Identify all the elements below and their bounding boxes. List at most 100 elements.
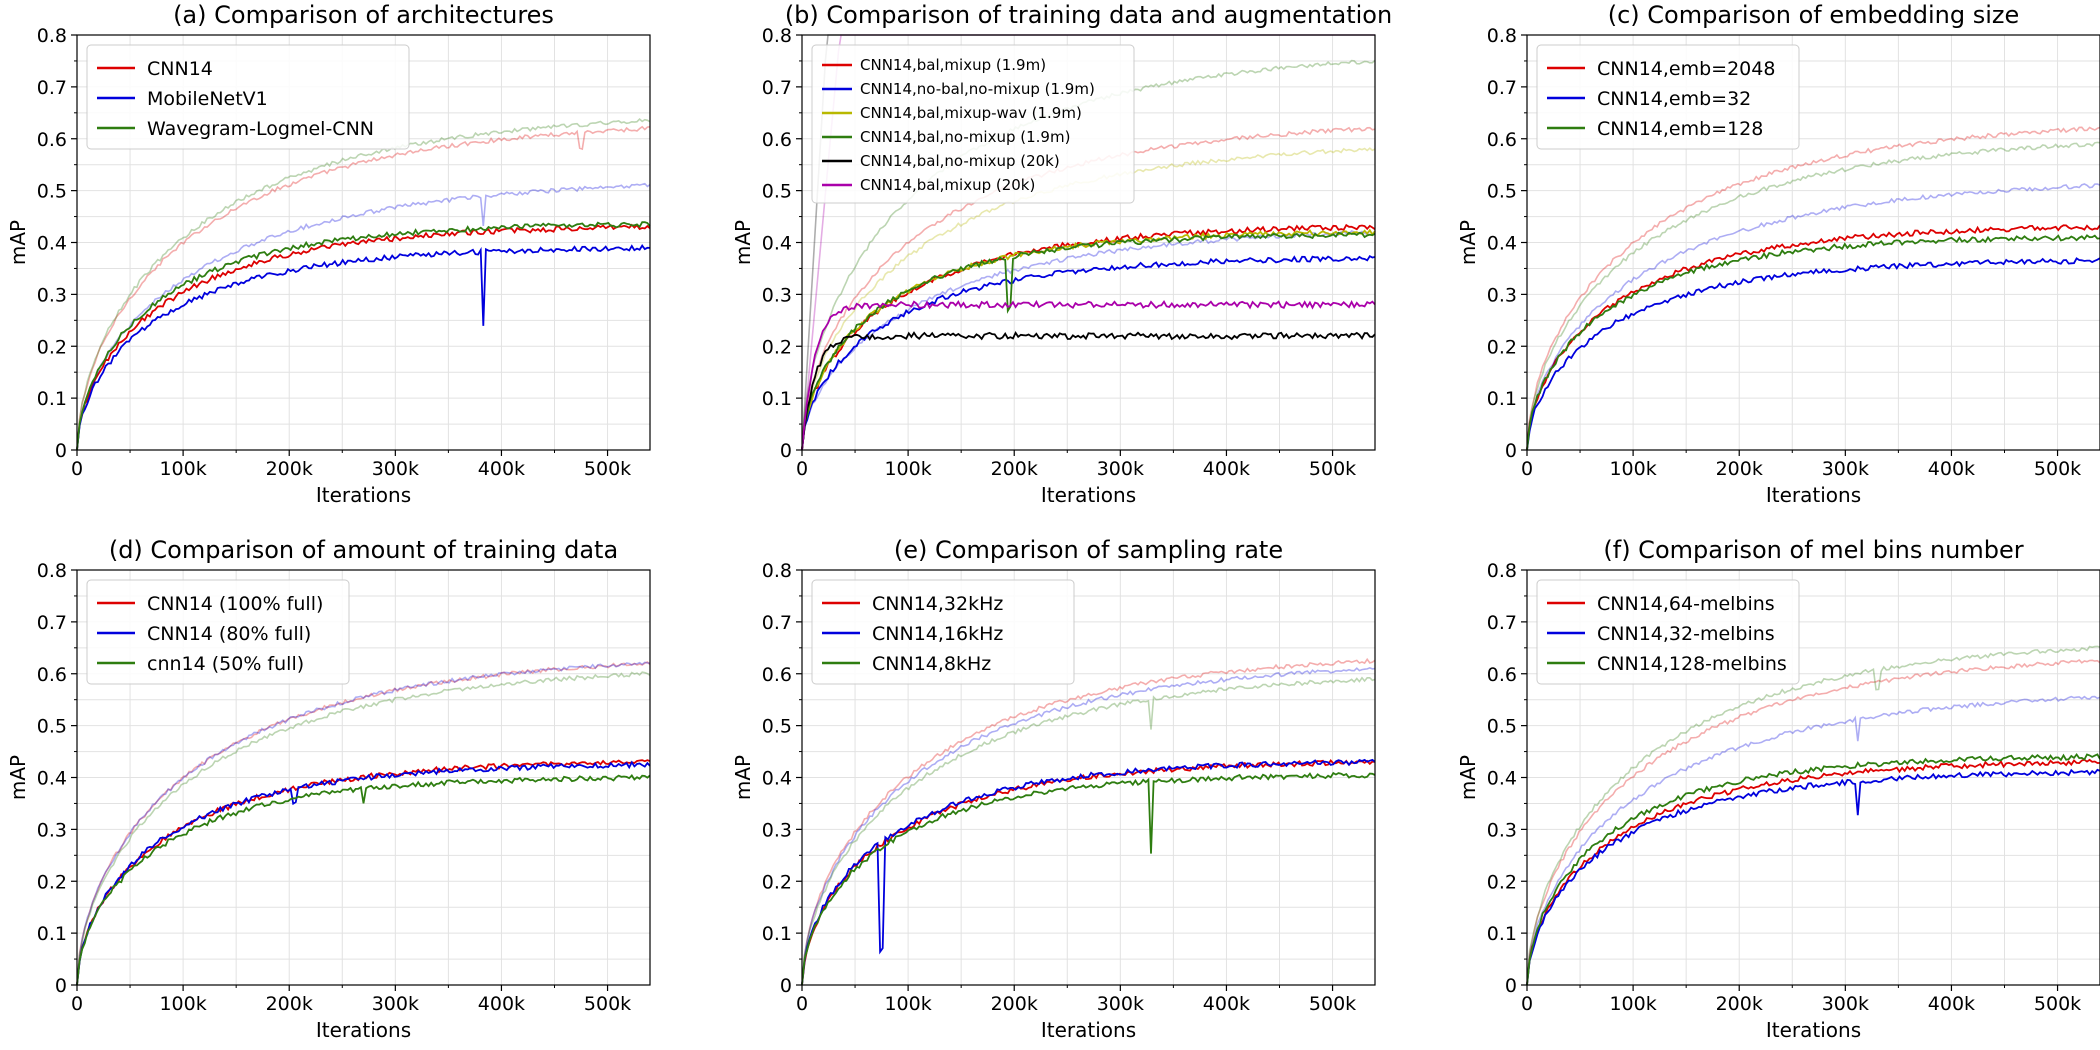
x-tick-label: 500k [1309, 458, 1356, 480]
x-tick-label: 100k [884, 458, 931, 480]
y-tick-label: 0.7 [37, 612, 67, 634]
y-tick-label: 0.6 [37, 664, 67, 686]
y-tick-label: 0.1 [37, 923, 67, 945]
y-tick-label: 0.1 [762, 923, 792, 945]
chart-panel-a: 0 0.1 0.2 0.3 0.4 0.5 0.6 0.7 0.8 0 100k 200k 300k 40… [6, 1, 651, 507]
x-tick-label: 500k [2034, 993, 2081, 1015]
x-tick-label: 400k [478, 458, 525, 480]
x-tick-label: 300k [372, 993, 419, 1015]
y-tick-label: 0.4 [1487, 233, 1517, 255]
x-tick-label: 400k [1203, 458, 1250, 480]
x-tick-label: 500k [584, 993, 631, 1015]
y-tick-label: 0.8 [1487, 25, 1517, 47]
y-tick-label: 0.3 [762, 819, 792, 841]
y-axis: 0 0.1 0.2 0.3 0.4 0.5 0.6 0.7 0.8 [37, 560, 77, 997]
x-tick-label: 100k [159, 993, 206, 1015]
x-axis-label: Iterations [316, 1018, 411, 1042]
x-tick-label: 100k [1609, 993, 1656, 1015]
legend-box [811, 579, 1075, 685]
series-train-mobilenetv1 [76, 182, 651, 451]
x-axis: 0 100k 200k 300k 400k 500k [71, 450, 631, 480]
legend: CNN14 (100% full) CNN14 (80% full) cnn14 (… [86, 579, 350, 685]
x-tick-label: 300k [1822, 993, 1869, 1015]
x-tick-label: 200k [266, 993, 313, 1015]
x-tick-label: 400k [1928, 993, 1975, 1015]
x-tick-label: 400k [1928, 458, 1975, 480]
y-tick-label: 0.2 [762, 336, 792, 358]
y-tick-label: 0.6 [1487, 664, 1517, 686]
series-train-cnn14-64-melbins [1526, 658, 2100, 986]
y-tick-label: 0.3 [37, 819, 67, 841]
y-tick-label: 0.2 [762, 871, 792, 893]
y-tick-label: 0 [1505, 975, 1517, 997]
y-tick-label: 0.6 [37, 129, 67, 151]
x-tick-label: 200k [991, 993, 1038, 1015]
chart-panel-b: 0 0.1 0.2 0.3 0.4 0.5 0.6 0.7 0.8 0 100k 200k 300k 40… [731, 1, 1392, 507]
x-axis-label: Iterations [1766, 1018, 1861, 1042]
series-test-cnn14-64-melbins [1526, 758, 2100, 986]
series-train-cnn14-128-melbins [1526, 645, 2100, 986]
y-tick-label: 0.5 [1487, 181, 1517, 203]
y-tick-label: 0.3 [37, 284, 67, 306]
y-tick-label: 0.8 [762, 560, 792, 582]
series-test-cnn14-8khz [801, 771, 1376, 986]
series-test-cnn14-bal-no-mixup-20k [801, 330, 1376, 451]
legend-label: CNN14,32-melbins [1597, 623, 1775, 645]
y-tick-label: 0.2 [37, 871, 67, 893]
y-tick-label: 0.5 [1487, 716, 1517, 738]
y-tick-label: 0.1 [1487, 388, 1517, 410]
series-test-cnn14-emb-2048 [1526, 224, 2100, 451]
x-tick-label: 300k [1097, 458, 1144, 480]
series-lines [76, 118, 651, 451]
y-tick-label: 0.7 [37, 77, 67, 99]
x-tick-label: 300k [1822, 458, 1869, 480]
legend-label: CNN14,bal,mixup (1.9m) [860, 56, 1046, 74]
x-tick-label: 400k [1203, 993, 1250, 1015]
y-tick-label: 0.3 [762, 284, 792, 306]
legend-label: CNN14,128-melbins [1597, 653, 1787, 675]
series-train-wavegram-logmel-cnn [76, 118, 651, 451]
y-axis-label: mAP [731, 220, 755, 265]
series-test-cnn14-16khz [801, 758, 1376, 986]
y-axis-label: mAP [731, 755, 755, 800]
y-tick-label: 0.1 [762, 388, 792, 410]
y-axis-label: mAP [1456, 220, 1480, 265]
y-tick-label: 0.5 [37, 716, 67, 738]
series-train-cnn14-8khz [801, 676, 1376, 986]
series-lines [76, 661, 651, 986]
y-tick-label: 0.2 [37, 336, 67, 358]
legend-label: CNN14,bal,no-mixup (1.9m) [860, 128, 1070, 146]
series-lines [1526, 126, 2100, 451]
y-tick-label: 0.8 [37, 25, 67, 47]
legend-label: CNN14 (100% full) [147, 593, 323, 615]
x-axis-label: Iterations [316, 483, 411, 507]
legend-label: CNN14,emb=128 [1597, 118, 1763, 140]
x-tick-label: 300k [1097, 993, 1144, 1015]
y-axis: 0 0.1 0.2 0.3 0.4 0.5 0.6 0.7 0.8 [1487, 560, 1527, 997]
y-tick-label: 0.1 [37, 388, 67, 410]
x-tick-label: 0 [71, 458, 83, 480]
y-tick-label: 0 [780, 440, 792, 462]
legend-label: CNN14,32kHz [872, 593, 1003, 615]
chart-panel-e: 0 0.1 0.2 0.3 0.4 0.5 0.6 0.7 0.8 0 100k 200k 300k 40… [731, 536, 1376, 1042]
y-tick-label: 0.8 [37, 560, 67, 582]
legend-label: CNN14,8kHz [872, 653, 991, 675]
panel-title: (e) Comparison of sampling rate [894, 536, 1283, 564]
series-train-cnn14 [76, 125, 651, 451]
x-tick-label: 300k [372, 458, 419, 480]
legend: CNN14 MobileNetV1 Wavegram-Logmel-CNN [86, 44, 410, 150]
x-axis: 0 100k 200k 300k 400k 500k [796, 450, 1356, 480]
x-tick-label: 0 [796, 458, 808, 480]
legend-box [86, 579, 350, 685]
series-lines [1526, 645, 2100, 986]
series-train-cnn14-100-full [76, 661, 651, 986]
y-tick-label: 0.4 [37, 233, 67, 255]
y-tick-label: 0 [55, 440, 67, 462]
series-test-cnn14-no-bal-no-mixup-1-9m [801, 255, 1376, 451]
series-train-cnn14-32khz [801, 657, 1376, 986]
y-tick-label: 0.2 [1487, 871, 1517, 893]
x-tick-label: 500k [2034, 458, 2081, 480]
legend-label: cnn14 (50% full) [147, 653, 304, 675]
series-train-cnn14-emb-32 [1526, 183, 2100, 451]
y-tick-label: 0 [55, 975, 67, 997]
